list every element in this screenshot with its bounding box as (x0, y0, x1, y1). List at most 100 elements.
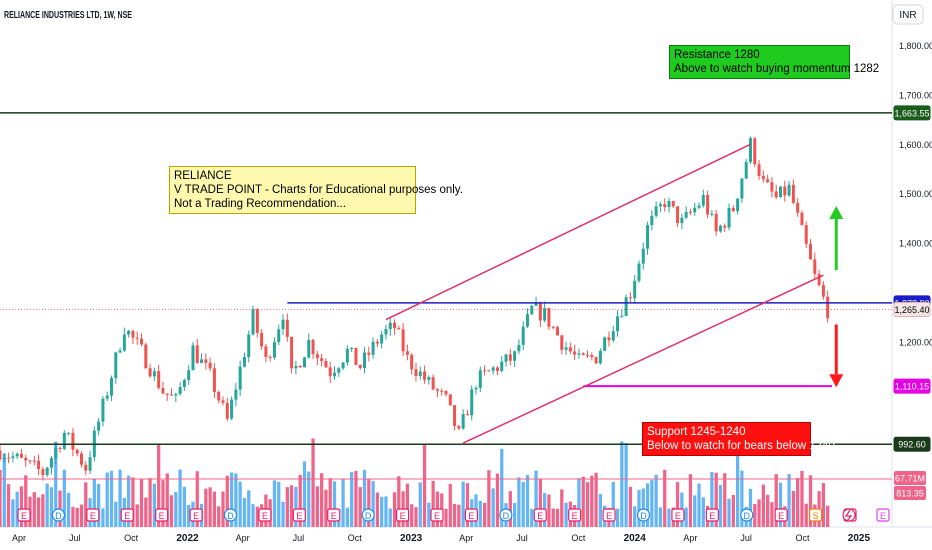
currency-button[interactable]: INR (892, 4, 924, 25)
event-marker[interactable]: E (705, 508, 719, 522)
candle (817, 270, 821, 287)
candle (598, 348, 602, 365)
event-marker[interactable]: E (155, 508, 169, 522)
volume-bar (770, 502, 774, 527)
event-marker[interactable]: E (395, 508, 410, 522)
candle (109, 375, 114, 402)
candle (195, 339, 199, 364)
future-event-marker[interactable]: E (876, 508, 890, 522)
drawing-lines[interactable] (0, 112, 892, 480)
volume-bar (371, 481, 375, 527)
candle (800, 210, 804, 226)
volume-bar (392, 492, 397, 527)
price-label[interactable]: 1,663.55 (893, 105, 931, 121)
event-marker[interactable]: E (568, 508, 582, 522)
price-label[interactable]: 1,110.15 (893, 378, 931, 394)
volume-bar (229, 472, 234, 527)
candle (770, 177, 774, 198)
volume-bar (560, 489, 564, 527)
event-marker[interactable]: E (671, 508, 685, 522)
candle (423, 365, 427, 384)
event-marker-label: D (227, 511, 234, 521)
event-marker[interactable]: E (774, 508, 788, 522)
x-tick-label: 2024 (624, 533, 647, 544)
candle (671, 200, 675, 208)
event-marker-label: D (365, 511, 372, 521)
event-marker[interactable]: D (223, 508, 238, 522)
event-marker[interactable]: D (636, 508, 651, 522)
price-label[interactable]: 992.60 (893, 436, 931, 452)
candle (350, 347, 354, 352)
info-note-line-2: V TRADE POINT - Charts for Educational p… (174, 184, 463, 196)
event-marker[interactable]: E (602, 508, 616, 522)
event-marker[interactable]: E (430, 508, 444, 522)
support-note[interactable]: Support 1245-1240 Below to watch for bea… (642, 422, 835, 456)
event-marker[interactable]: E (327, 508, 341, 522)
volume-bar (92, 478, 96, 527)
candle (191, 341, 195, 371)
arrow-up-icon[interactable] (829, 206, 844, 271)
volume-bar (238, 481, 242, 527)
event-marker[interactable]: E (292, 508, 306, 522)
candle (367, 346, 371, 362)
arrow-down-icon[interactable] (829, 324, 844, 388)
volume-bar (452, 503, 457, 527)
info-note[interactable]: RELIANCE V TRADE POINT - Charts for Educ… (169, 166, 463, 214)
candle (731, 205, 735, 213)
candle (242, 352, 246, 368)
volume-bar (217, 506, 221, 527)
event-marker[interactable]: E (464, 508, 479, 522)
volume-bar (242, 497, 247, 527)
event-markers[interactable]: EDEEEEDEEEDEEEDEEEDEEDESEE (17, 508, 890, 522)
volume-bar (144, 497, 148, 527)
volume-bar (491, 488, 495, 527)
candle (414, 362, 418, 382)
volume-label[interactable]: 813.35 (894, 486, 926, 500)
candle (478, 366, 482, 392)
volume-bar (79, 504, 84, 527)
volume-bar (521, 481, 525, 527)
svg-text:1,265.40: 1,265.40 (894, 305, 929, 315)
event-marker[interactable]: E (86, 508, 100, 522)
x-tick-label: Jul (293, 533, 305, 543)
candle (157, 365, 161, 390)
volume-label[interactable]: 67.71M (894, 471, 926, 485)
event-marker[interactable]: D (361, 508, 375, 522)
volume-bar (75, 507, 79, 527)
event-marker[interactable]: S (808, 508, 823, 522)
volume-bar (667, 508, 671, 527)
volume-bar (135, 504, 139, 527)
event-marker[interactable]: D (499, 508, 513, 522)
volume-bar (97, 484, 101, 527)
volume-bar (388, 508, 392, 527)
volume-bar (624, 443, 628, 527)
candle (212, 363, 216, 399)
price-axis[interactable]: 1,800.00 1,700.00 1,600.00 1,500.00 1,400.00… (893, 41, 932, 500)
event-marker[interactable]: E (17, 508, 31, 522)
event-marker[interactable]: E (120, 508, 134, 522)
price-label[interactable]: 1,265.40 (893, 302, 931, 318)
candle (521, 321, 525, 350)
candle (135, 331, 139, 345)
time-axis[interactable]: Apr Jul Oct 2022 Apr Jul Oct 2023 Apr Jul Oct 2024 A… (12, 533, 870, 544)
event-marker[interactable]: E (533, 508, 547, 522)
volume-bar (212, 491, 217, 527)
candle (345, 345, 349, 366)
lightning-icon[interactable] (842, 508, 856, 522)
candle (152, 367, 156, 382)
event-marker[interactable]: D (740, 508, 754, 522)
candle (62, 430, 66, 451)
volume-bar (341, 478, 345, 527)
candle (45, 466, 49, 478)
volume-bar (66, 492, 71, 527)
event-marker[interactable]: E (258, 508, 272, 522)
resistance-note[interactable]: Resistance 1280 Above to watch buying mo… (669, 45, 879, 79)
candle (603, 336, 607, 352)
volume-bar (221, 491, 225, 527)
channel-line[interactable] (462, 274, 824, 444)
event-marker[interactable]: D (51, 508, 66, 522)
channel-line[interactable] (385, 143, 751, 321)
event-marker[interactable]: E (189, 508, 203, 522)
candle (594, 356, 598, 364)
